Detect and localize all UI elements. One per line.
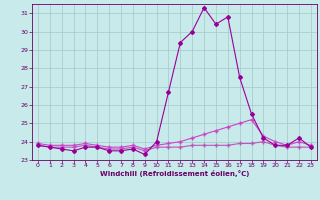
X-axis label: Windchill (Refroidissement éolien,°C): Windchill (Refroidissement éolien,°C) <box>100 170 249 177</box>
